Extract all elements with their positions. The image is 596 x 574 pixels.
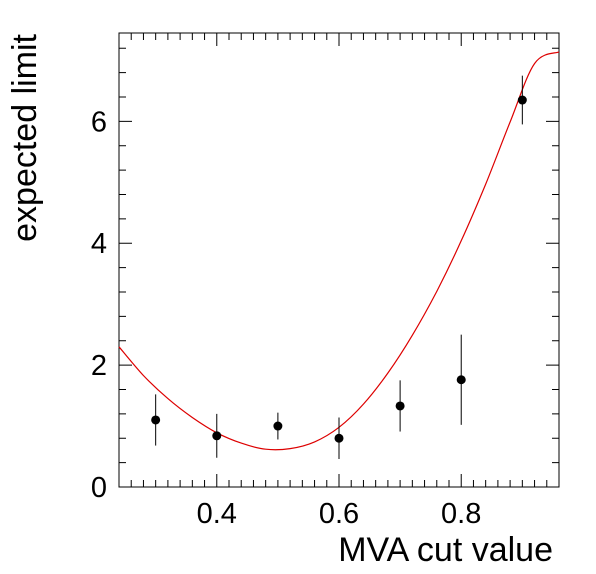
- data-points: [151, 75, 527, 459]
- data-point: [212, 431, 222, 441]
- x-tick-label: 0.6: [319, 498, 359, 530]
- data-point: [395, 401, 405, 411]
- y-axis-ticks: [119, 47, 559, 488]
- y-axis-title: expected limit: [6, 33, 44, 241]
- y-tick-label: 2: [91, 350, 107, 382]
- x-tick-label: 0.8: [441, 498, 481, 530]
- data-point: [151, 415, 161, 425]
- y-axis-tick-labels: 0 2 4 6: [91, 106, 107, 504]
- y-tick-label: 6: [91, 106, 107, 138]
- x-axis-tick-labels: 0.4 0.6 0.8: [197, 498, 482, 530]
- y-tick-label: 0: [91, 472, 107, 504]
- data-point: [517, 95, 527, 105]
- x-tick-label: 0.4: [197, 498, 237, 530]
- data-point: [334, 433, 344, 443]
- data-point: [456, 375, 466, 385]
- x-axis-ticks: [118, 33, 560, 487]
- x-axis-title: MVA cut value: [338, 531, 553, 569]
- y-tick-label: 4: [91, 228, 107, 260]
- data-point: [273, 421, 283, 431]
- fit-curve: [118, 51, 560, 451]
